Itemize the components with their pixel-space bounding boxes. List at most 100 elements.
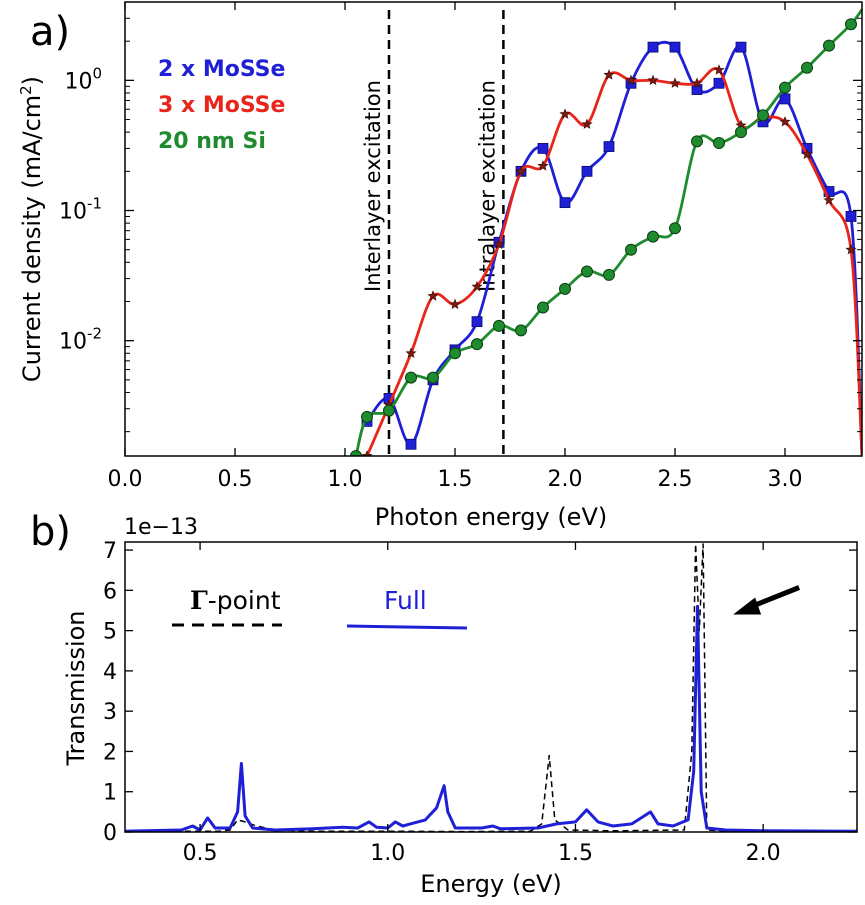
y-tick-label: 0 (103, 821, 117, 846)
x-tick-label: 2.5 (658, 467, 693, 492)
y-tick-label: 3 (103, 700, 117, 725)
data-point (581, 118, 593, 129)
data-point (669, 41, 681, 53)
y-tick-label: 10-2 (59, 325, 102, 355)
data-point (427, 371, 439, 384)
data-point (713, 137, 725, 150)
x-tick-label: 0.5 (183, 841, 218, 866)
data-point (383, 404, 395, 417)
legend-line (346, 624, 468, 630)
data-point (515, 324, 527, 337)
excitation-label: Interlayer excitation (361, 80, 385, 292)
data-point (449, 298, 461, 310)
panel-a-excitation-lines: Interlayer excitation Intralayer excitati… (361, 10, 505, 456)
data-point (691, 135, 703, 148)
panel-b-offset-label: 1e−13 (124, 515, 198, 540)
x-tick-label: 1.5 (438, 467, 473, 492)
legend-entry: 20 nm Si (158, 129, 266, 154)
data-point (713, 64, 725, 75)
data-point (493, 319, 505, 332)
data-point (845, 243, 857, 255)
series-line (125, 604, 857, 832)
data-point (845, 211, 857, 222)
legend-entry: Γ-point (190, 586, 281, 615)
data-point (691, 84, 703, 95)
data-point (779, 116, 791, 127)
x-tick-label: 0.5 (218, 467, 253, 492)
panel-a-x-ticks: 0.0 0.5 1.0 1.5 2.0 2.5 3.0 (108, 2, 803, 492)
legend-entry: 3 x MoSSe (158, 93, 285, 118)
panel-b-axes: 0.5 1.0 1.5 2.0 0 1 2 3 4 5 6 7 Energy (eV) Transm… (62, 539, 858, 898)
data-point (537, 301, 549, 314)
x-tick-label: 3.0 (768, 467, 803, 492)
data-point (559, 282, 571, 295)
data-point (493, 238, 505, 250)
data-point (669, 222, 681, 235)
y-tick-label: 7 (103, 539, 117, 564)
data-point (603, 268, 615, 281)
data-point (779, 93, 791, 105)
y-tick-label: 1 (103, 781, 117, 806)
excitation-label: Intralayer excitation (475, 80, 499, 292)
data-point (801, 61, 813, 74)
data-point (581, 165, 593, 177)
legend-entry: Full (384, 586, 427, 615)
data-point (350, 450, 362, 456)
y-tick-label: 100 (64, 64, 102, 94)
data-point (559, 108, 571, 119)
data-point (779, 81, 791, 94)
y-tick-label: 5 (103, 620, 117, 645)
data-point (361, 450, 373, 456)
data-point (603, 141, 615, 152)
y-tick-label: 10-1 (59, 195, 102, 225)
data-point (647, 230, 659, 243)
panel-b-x-ticks: 0.5 1.0 1.5 2.0 (183, 542, 781, 866)
panel-a-series (350, 8, 862, 456)
data-point (537, 160, 549, 171)
panel-b-y-ticks: 0 1 2 3 4 5 6 7 (103, 539, 857, 846)
panel-b-label: b) (30, 509, 71, 555)
data-point (603, 69, 615, 80)
data-point (625, 243, 637, 256)
panel-a-x-axis-label: Photon energy (eV) (375, 503, 607, 531)
data-point (559, 197, 571, 209)
panel-a-y-ticks: 10-2 10-1 100 (59, 17, 862, 433)
x-tick-label: 1.0 (370, 841, 405, 866)
data-point (647, 41, 659, 53)
x-tick-label: 1.0 (328, 467, 363, 492)
data-point (471, 338, 483, 351)
y-tick-label: 6 (103, 579, 117, 604)
data-point (845, 18, 857, 31)
arrow-head (733, 597, 762, 615)
series-line (365, 67, 862, 456)
peak-arrow (733, 585, 801, 615)
legend-entry: 2 x MoSSe (158, 57, 285, 82)
data-point (669, 77, 681, 88)
data-point (713, 77, 725, 89)
data-point (581, 265, 593, 278)
y-tick-label: 2 (103, 740, 117, 765)
panel-a-legend: 2 x MoSSe 3 x MoSSe 20 nm Si (158, 57, 285, 154)
panel-a-y-axis-label: Current density (mA/cm2) (17, 76, 46, 382)
data-point (471, 316, 483, 328)
panel-a-axes: Interlayer excitation Intralayer excitati… (17, 1, 863, 531)
data-point (515, 165, 527, 177)
x-tick-label: 1.5 (558, 841, 593, 866)
data-point (823, 39, 835, 52)
x-tick-label: 0.0 (108, 467, 143, 492)
data-point (647, 74, 659, 86)
x-tick-label: 2.0 (746, 841, 781, 866)
data-point (757, 109, 769, 122)
data-point (625, 74, 637, 86)
panel-b-series (125, 543, 857, 832)
data-point (691, 77, 703, 88)
data-point (405, 347, 417, 358)
data-point (405, 371, 417, 384)
data-point (361, 410, 373, 423)
x-tick-label: 2.0 (548, 467, 583, 492)
panel-a-label: a) (30, 9, 70, 55)
data-point (471, 280, 483, 292)
data-point (735, 41, 747, 53)
data-point (537, 143, 549, 154)
